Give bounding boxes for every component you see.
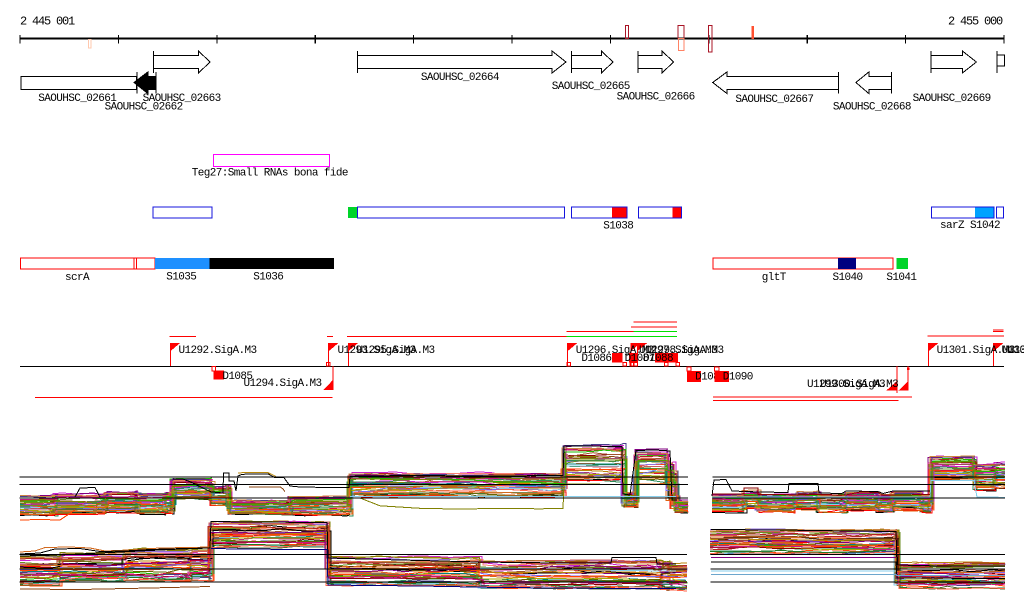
svg-text:D1088: D1088 [643,353,673,365]
svg-text:Teg27:Small RNAs bona fide: Teg27:Small RNAs bona fide [192,168,348,180]
svg-text:SAOUHSC_02669: SAOUHSC_02669 [913,93,991,105]
svg-text:sarZ S1042: sarZ S1042 [940,220,1000,232]
svg-text:SAOUHSC_02664: SAOUHSC_02664 [421,72,500,84]
svg-text:gltT: gltT [762,272,787,284]
svg-text:S1036: S1036 [253,272,283,284]
svg-text:SAOUHSC_02665: SAOUHSC_02665 [552,81,630,93]
svg-text:SAOUHSC_02661: SAOUHSC_02661 [38,93,117,105]
svg-text:U1293.SigA.M3: U1293.SigA.M3 [338,345,416,357]
svg-text:U1302.SigA.M3: U1302.SigA.M3 [1002,345,1024,357]
svg-text:U1303.SigA.M3: U1303.SigA.M3 [1008,345,1024,357]
svg-text:D1087: D1087 [625,353,655,365]
svg-text:U1301.SigA.M3: U1301.SigA.M3 [937,345,1015,357]
svg-text:S1041: S1041 [886,272,917,284]
svg-text:U1295.SigA.M3: U1295.SigA.M3 [357,345,435,357]
svg-text:S1035: S1035 [166,272,196,284]
svg-text:D1085: D1085 [222,371,252,383]
svg-text:U1294.SigA.M3: U1294.SigA.M3 [244,378,322,390]
svg-text:U1292.SigA.M3: U1292.SigA.M3 [179,345,257,357]
svg-text:U1300.SigA.M3: U1300.SigA.M3 [820,379,898,391]
svg-text:SAOUHSC_02662: SAOUHSC_02662 [105,101,183,113]
svg-text:D1086: D1086 [581,353,611,365]
svg-text:SAOUHSC_02668: SAOUHSC_02668 [833,101,911,113]
svg-text:2 445 001: 2 445 001 [20,15,75,29]
svg-text:S1040: S1040 [833,272,863,284]
svg-text:S1038: S1038 [603,220,633,232]
svg-text:2 455 000: 2 455 000 [948,15,1003,29]
svg-text:SAOUHSC_02663: SAOUHSC_02663 [143,93,221,105]
svg-text:D1090: D1090 [723,372,753,384]
svg-text:U1299.SigA.M3: U1299.SigA.M3 [807,379,885,391]
svg-text:SAOUHSC_02667: SAOUHSC_02667 [735,94,813,106]
svg-text:scrA: scrA [65,272,90,284]
svg-text:SAOUHSC_02666: SAOUHSC_02666 [617,92,695,104]
